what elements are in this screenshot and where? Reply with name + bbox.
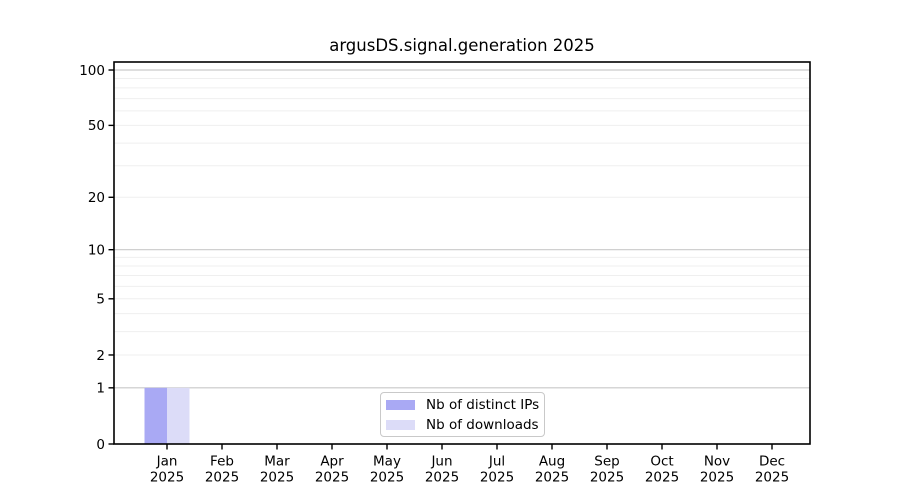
y-tick-label: 100	[79, 63, 105, 79]
x-tick-label-year: 2025	[590, 470, 624, 486]
x-tick-label-year: 2025	[150, 470, 184, 486]
bar	[144, 387, 167, 444]
x-tick-label-month: Dec	[759, 454, 785, 470]
legend-swatch-downloads	[386, 419, 415, 430]
y-tick-label: 10	[88, 242, 105, 258]
x-tick-label-year: 2025	[700, 470, 734, 486]
x-tick-label-month: Jan	[156, 454, 178, 470]
y-tick-label: 1	[96, 381, 105, 397]
y-tick-label: 50	[88, 118, 105, 134]
legend-label-distinct-ips: Nb of distinct IPs	[426, 396, 540, 413]
x-tick-label-year: 2025	[755, 470, 789, 486]
y-tick-label: 5	[96, 292, 105, 308]
x-tick-label-month: Oct	[650, 454, 673, 470]
legend-swatch-distinct-ips	[386, 399, 415, 410]
plot-border	[113, 61, 811, 445]
x-tick-label-year: 2025	[425, 470, 459, 486]
legend-item-downloads: Nb of downloads	[386, 416, 539, 433]
x-tick-label-month: Jun	[430, 454, 452, 470]
x-tick-label-month: Sep	[594, 454, 619, 470]
x-tick-label-year: 2025	[370, 470, 404, 486]
x-tick-label-month: May	[373, 454, 401, 470]
legend-label-downloads: Nb of downloads	[426, 416, 539, 433]
bar	[167, 387, 190, 444]
x-tick-label-month: Aug	[539, 454, 565, 470]
legend-item-distinct-ips: Nb of distinct IPs	[386, 396, 540, 413]
x-tick-label-year: 2025	[480, 470, 514, 486]
x-tick-label-year: 2025	[260, 470, 294, 486]
x-tick-label-year: 2025	[645, 470, 679, 486]
x-tick-label-month: Jul	[488, 454, 505, 470]
x-tick-label-year: 2025	[315, 470, 349, 486]
legend: Nb of distinct IPs Nb of downloads	[380, 392, 545, 437]
x-tick-label-month: Feb	[210, 454, 234, 470]
y-tick-label: 0	[96, 437, 105, 453]
y-tick-label: 2	[96, 348, 105, 364]
x-tick-label-month: Apr	[320, 454, 344, 470]
x-tick-label-month: Mar	[264, 454, 290, 470]
y-tick-label: 20	[88, 190, 105, 206]
x-tick-label-year: 2025	[535, 470, 569, 486]
chart-title: argusDS.signal.generation 2025	[329, 36, 595, 55]
x-tick-label-year: 2025	[205, 470, 239, 486]
x-tick-label-month: Nov	[704, 454, 730, 470]
